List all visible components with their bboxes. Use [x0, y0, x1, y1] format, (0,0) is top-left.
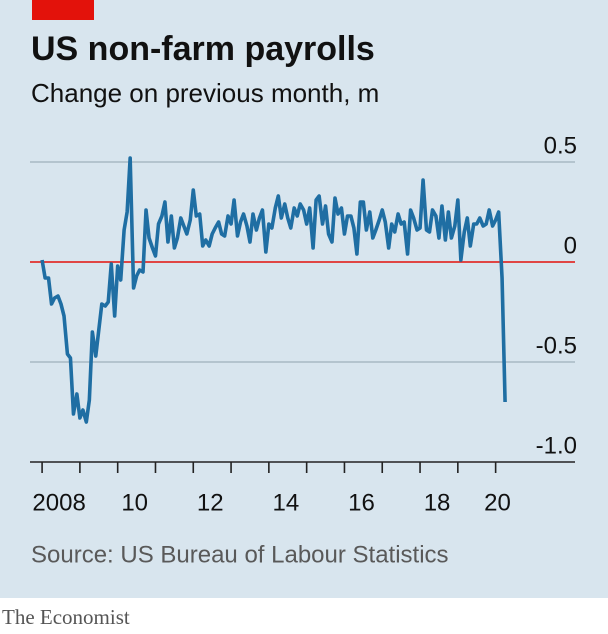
y-tick-label: -0.5 [536, 332, 577, 359]
x-tick-label: 12 [197, 489, 224, 516]
source: Source: US Bureau of Labour Statistics [31, 541, 449, 568]
brand: The Economist [2, 605, 130, 629]
x-tick-label: 14 [273, 489, 300, 516]
x-tick-label: 18 [424, 489, 451, 516]
x-tick-label: 2008 [32, 489, 85, 516]
chart-title: US non-farm payrolls [31, 30, 375, 68]
data-line [40, 156, 507, 424]
y-tick-label: 0 [564, 232, 577, 259]
y-tick-label: 0.5 [544, 132, 577, 159]
chart-subtitle: Change on previous month, m [31, 78, 379, 108]
x-tick-label: 10 [121, 489, 148, 516]
y-tick-label: -1.0 [536, 432, 577, 459]
x-tick-label: 16 [348, 489, 375, 516]
x-tick-label: 20 [484, 489, 511, 516]
brand-tag [32, 0, 94, 20]
background [0, 0, 608, 598]
